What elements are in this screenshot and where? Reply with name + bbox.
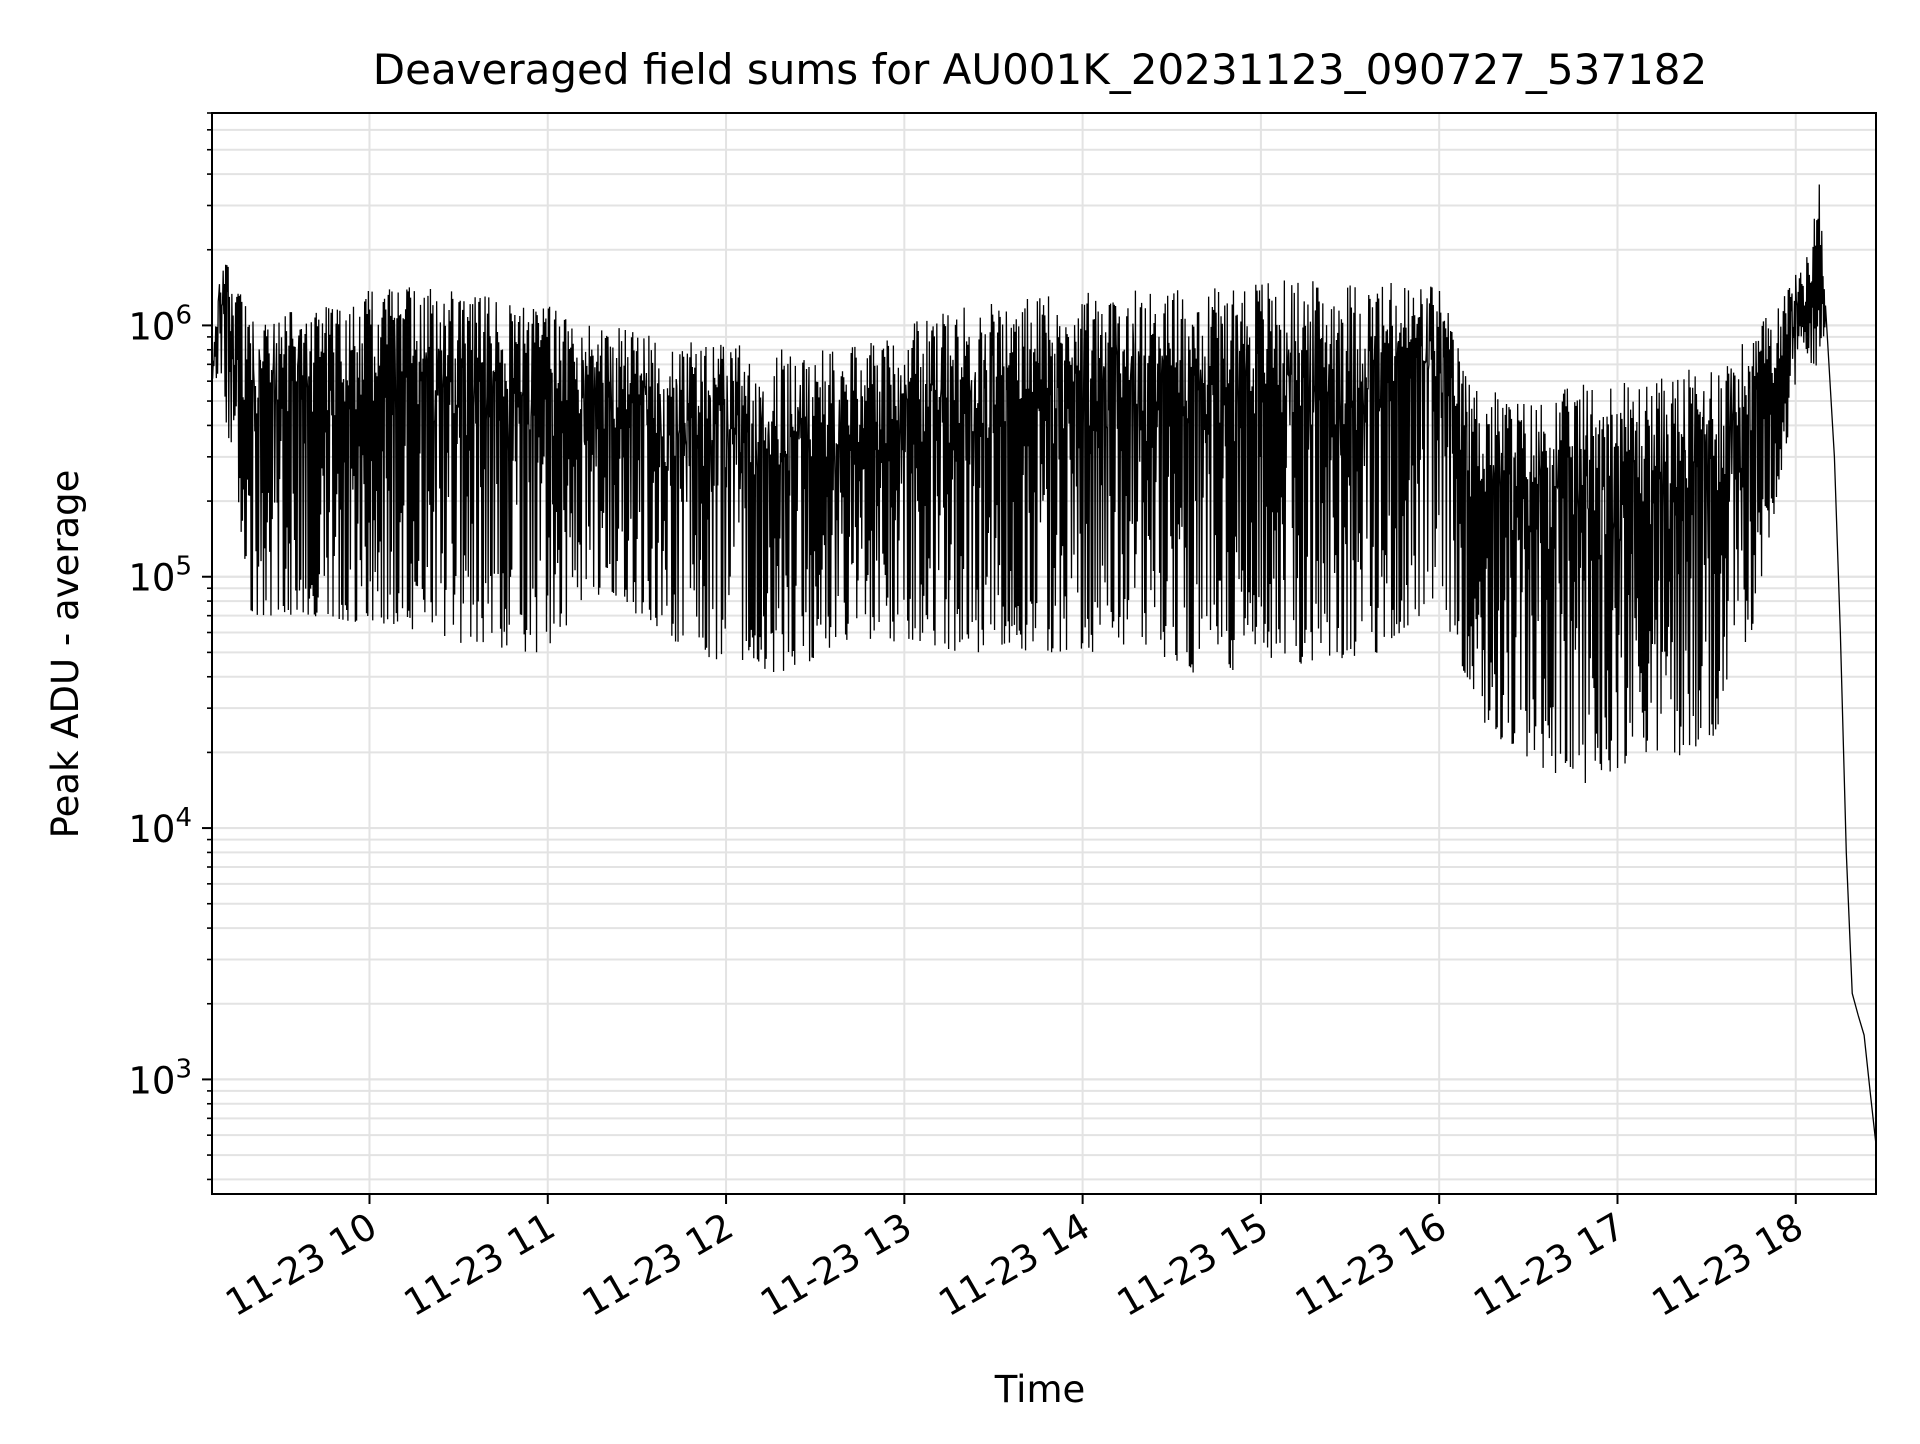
x-tick-label: 11-23 14: [932, 1205, 1098, 1325]
x-tick-label: 11-23 17: [1466, 1205, 1632, 1325]
x-tick-label: 11-23 13: [753, 1205, 919, 1325]
x-axis-label: Time: [994, 1368, 1086, 1411]
y-tick-label: 104: [128, 803, 192, 851]
y-axis-label: Peak ADU - average: [44, 470, 87, 839]
plot-frame: [211, 112, 1877, 1195]
y-tick-label: 103: [128, 1054, 192, 1102]
x-tick-label: 11-23 18: [1645, 1205, 1811, 1325]
data-series-line: [211, 184, 1877, 1145]
x-tick-label: 11-23 16: [1288, 1205, 1454, 1325]
x-tick-label: 11-23 11: [397, 1205, 563, 1325]
x-tick-label: 11-23 12: [575, 1205, 741, 1325]
y-tick-label: 106: [128, 300, 192, 348]
chart-title: Deaveraged field sums for AU001K_2023112…: [373, 45, 1707, 94]
x-tick-label: 11-23 10: [218, 1205, 384, 1325]
x-tick-label: 11-23 15: [1110, 1205, 1276, 1325]
y-tick-label: 105: [128, 552, 192, 600]
plot-area: [211, 184, 1877, 1145]
